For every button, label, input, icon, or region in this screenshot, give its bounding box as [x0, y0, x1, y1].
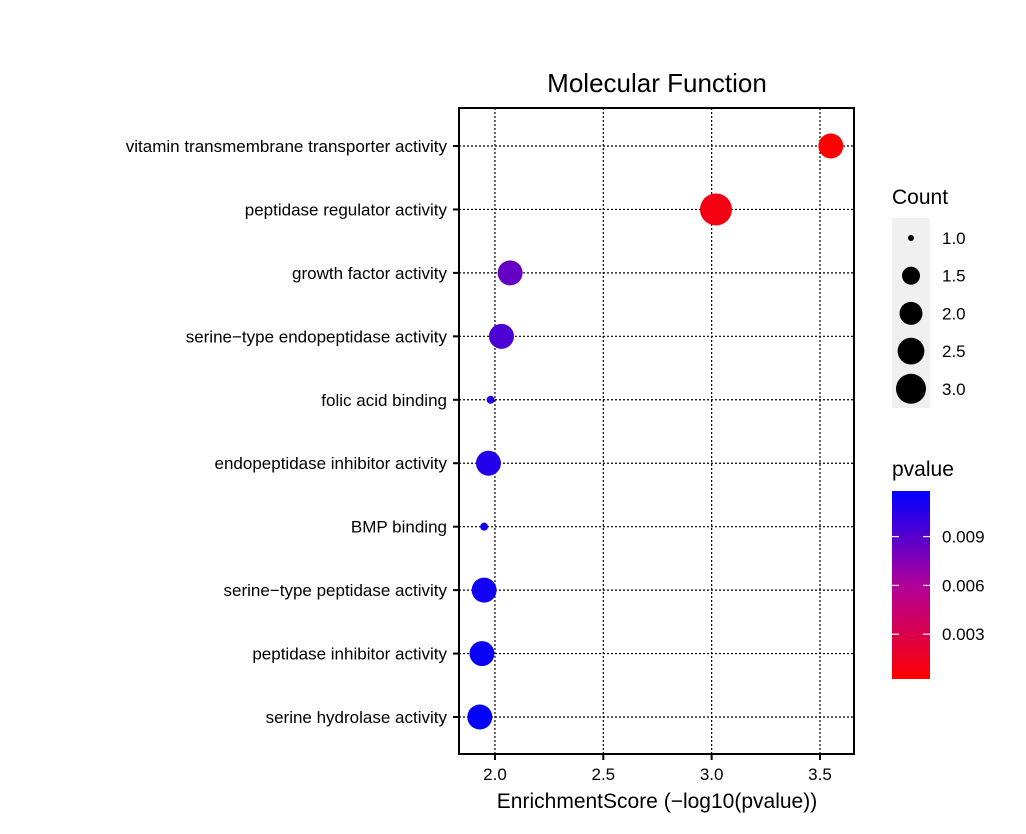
- y-tick-label: vitamin transmembrane transporter activi…: [126, 137, 448, 156]
- x-tick-label: 3.0: [700, 765, 724, 784]
- count-legend-label: 2.0: [942, 304, 966, 323]
- count-legend-dot: [897, 337, 925, 365]
- plot-panel-border: [458, 107, 855, 755]
- y-tick-label: folic acid binding: [321, 391, 447, 410]
- y-tick-label: growth factor activity: [292, 264, 447, 283]
- data-point: [467, 704, 493, 730]
- data-point: [471, 577, 497, 603]
- data-point: [497, 260, 523, 286]
- y-tick-label: serine hydrolase activity: [266, 708, 448, 727]
- colorbar-label: 0.009: [942, 528, 985, 547]
- count-legend-dot: [899, 301, 923, 325]
- count-legend-dot: [902, 266, 920, 285]
- y-tick-label: BMP binding: [351, 518, 447, 537]
- y-tick-label: serine−type endopeptidase activity: [186, 327, 448, 346]
- count-legend-label: 2.5: [942, 342, 966, 361]
- count-legend-label: 1.0: [942, 229, 966, 248]
- chart-title: Molecular Function: [547, 68, 767, 98]
- colorbar-label: 0.006: [942, 576, 985, 595]
- pvalue-legend-title: pvalue: [892, 458, 954, 481]
- data-point: [480, 522, 489, 531]
- y-tick-label: peptidase inhibitor activity: [252, 645, 447, 664]
- data-point: [699, 193, 732, 226]
- y-tick-label: serine−type peptidase activity: [224, 581, 448, 600]
- count-legend-title: Count: [892, 186, 948, 209]
- y-tick-label: endopeptidase inhibitor activity: [215, 454, 448, 473]
- data-point: [469, 641, 495, 667]
- data-point: [488, 323, 514, 349]
- colorbar-label: 0.003: [942, 625, 985, 644]
- count-legend-dot: [908, 235, 914, 241]
- count-legend-label: 1.5: [942, 267, 966, 286]
- x-tick-label: 3.5: [808, 765, 832, 784]
- data-point: [818, 133, 844, 159]
- data-point: [486, 395, 495, 404]
- x-axis-label: EnrichmentScore (−log10(pvalue)): [497, 790, 817, 813]
- x-tick-label: 2.5: [591, 765, 615, 784]
- data-point: [475, 450, 501, 476]
- y-tick-label: peptidase regulator activity: [245, 200, 448, 219]
- count-legend-label: 3.0: [942, 380, 966, 399]
- count-legend-dot: [896, 373, 926, 404]
- x-tick-label: 2.0: [483, 765, 507, 784]
